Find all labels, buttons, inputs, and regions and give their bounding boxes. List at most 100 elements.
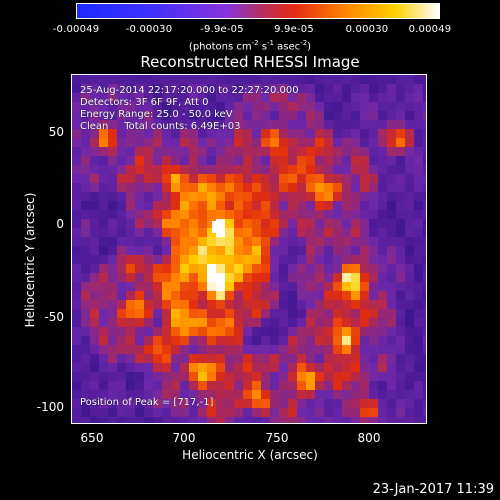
image-pixel xyxy=(288,318,297,327)
image-pixel xyxy=(189,408,198,417)
image-pixel xyxy=(144,408,153,417)
image-pixel xyxy=(351,291,360,300)
image-pixel xyxy=(279,291,288,300)
image-pixel xyxy=(342,138,351,147)
colorbar-tick: 9.9e-05 xyxy=(274,24,314,35)
image-pixel xyxy=(243,417,252,423)
image-pixel xyxy=(288,138,297,147)
image-pixel xyxy=(126,408,135,417)
image-pixel xyxy=(423,219,426,228)
image-pixel xyxy=(315,156,324,165)
image-pixel xyxy=(369,291,378,300)
image-pixel xyxy=(423,165,426,174)
image-pixel xyxy=(189,237,198,246)
image-pixel xyxy=(108,138,117,147)
image-pixel xyxy=(378,192,387,201)
image-pixel xyxy=(315,102,324,111)
image-pixel xyxy=(243,318,252,327)
image-pixel xyxy=(378,327,387,336)
colorbar-tick: 0.00049 xyxy=(408,24,452,35)
image-pixel xyxy=(414,84,423,93)
image-pixel xyxy=(162,300,171,309)
image-pixel xyxy=(342,354,351,363)
image-pixel xyxy=(162,129,171,138)
image-pixel xyxy=(423,300,426,309)
image-pixel xyxy=(288,210,297,219)
image-pixel xyxy=(306,111,315,120)
image-pixel xyxy=(117,165,126,174)
image-pixel xyxy=(351,93,360,102)
image-pixel xyxy=(81,102,90,111)
image-pixel xyxy=(270,354,279,363)
image-pixel xyxy=(108,300,117,309)
image-pixel xyxy=(108,210,117,219)
image-pixel xyxy=(405,408,414,417)
image-pixel xyxy=(153,255,162,264)
image-pixel xyxy=(171,264,180,273)
image-pixel xyxy=(171,129,180,138)
image-pixel xyxy=(234,120,243,129)
image-pixel xyxy=(252,201,261,210)
image-pixel xyxy=(342,255,351,264)
image-pixel xyxy=(189,228,198,237)
image-pixel xyxy=(405,390,414,399)
image-pixel xyxy=(243,381,252,390)
image-pixel xyxy=(144,156,153,165)
image-pixel xyxy=(198,363,207,372)
image-pixel xyxy=(171,165,180,174)
image-pixel xyxy=(414,300,423,309)
image-pixel xyxy=(171,228,180,237)
image-pixel xyxy=(171,120,180,129)
image-pixel xyxy=(252,192,261,201)
image-pixel xyxy=(414,318,423,327)
image-pixel xyxy=(207,120,216,129)
image-pixel xyxy=(153,84,162,93)
image-pixel xyxy=(216,399,225,408)
image-pixel xyxy=(99,399,108,408)
image-pixel xyxy=(360,318,369,327)
image-pixel xyxy=(396,174,405,183)
image-pixel xyxy=(198,129,207,138)
image-pixel xyxy=(90,201,99,210)
image-pixel xyxy=(171,192,180,201)
image-pixel xyxy=(378,408,387,417)
image-pixel xyxy=(306,336,315,345)
image-pixel xyxy=(180,408,189,417)
image-pixel xyxy=(207,156,216,165)
image-pixel xyxy=(270,219,279,228)
image-pixel xyxy=(189,210,198,219)
image-pixel xyxy=(153,408,162,417)
colorbar-tick: 0.00030 xyxy=(345,24,389,35)
image-pixel xyxy=(333,399,342,408)
image-pixel xyxy=(360,390,369,399)
image-pixel xyxy=(198,102,207,111)
image-pixel xyxy=(225,246,234,255)
image-pixel xyxy=(297,336,306,345)
image-pixel xyxy=(90,309,99,318)
image-pixel xyxy=(342,345,351,354)
image-pixel xyxy=(117,291,126,300)
image-pixel xyxy=(90,183,99,192)
image-pixel xyxy=(351,381,360,390)
image-pixel xyxy=(99,300,108,309)
image-pixel xyxy=(315,228,324,237)
image-pixel xyxy=(108,84,117,93)
image-pixel xyxy=(252,273,261,282)
image-pixel xyxy=(288,120,297,129)
image-pixel xyxy=(360,327,369,336)
image-pixel xyxy=(216,282,225,291)
image-pixel xyxy=(414,129,423,138)
image-pixel xyxy=(162,102,171,111)
image-pixel xyxy=(423,345,426,354)
image-pixel xyxy=(405,381,414,390)
image-pixel xyxy=(99,102,108,111)
image-pixel xyxy=(198,273,207,282)
image-pixel xyxy=(135,390,144,399)
image-pixel xyxy=(243,192,252,201)
image-pixel xyxy=(414,147,423,156)
image-pixel xyxy=(279,327,288,336)
image-pixel xyxy=(405,336,414,345)
image-pixel xyxy=(297,273,306,282)
image-pixel xyxy=(306,174,315,183)
image-pixel xyxy=(297,93,306,102)
